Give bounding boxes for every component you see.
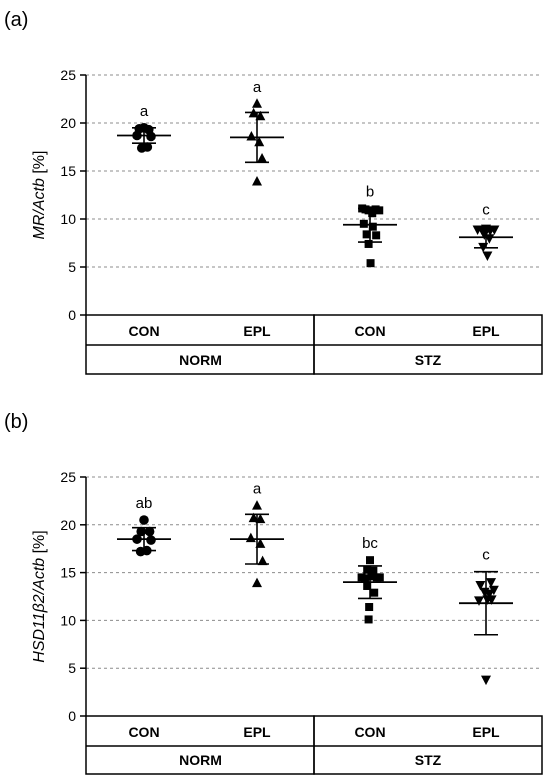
data-point (139, 515, 149, 525)
panel-label: (b) (4, 411, 28, 433)
series-stz-epl: c (459, 202, 513, 261)
category-label: CON (354, 724, 385, 740)
data-point (486, 578, 497, 588)
data-point (486, 595, 497, 605)
data-point (255, 110, 266, 121)
data-point (364, 239, 373, 248)
group-label: NORM (179, 752, 222, 768)
data-point (252, 98, 262, 108)
data-point (366, 259, 375, 268)
data-point (363, 581, 372, 590)
data-point (252, 577, 262, 588)
y-tick-label: 25 (60, 67, 76, 83)
data-point (375, 206, 384, 215)
y-tick-label: 5 (68, 660, 76, 676)
data-point (367, 572, 376, 581)
y-tick-label: 15 (60, 565, 76, 581)
data-point (252, 500, 262, 510)
significance-label: ab (136, 495, 153, 512)
data-point (146, 131, 156, 142)
group-label: STZ (415, 752, 442, 768)
category-label: CON (354, 323, 385, 339)
data-point (252, 176, 262, 186)
series-norm-epl: a (230, 481, 284, 588)
category-label: EPL (472, 724, 500, 740)
y-axis-label: MR/Actb [%] (31, 151, 48, 240)
panel-label: (a) (4, 9, 28, 31)
significance-label: a (140, 103, 149, 120)
data-point (488, 585, 499, 596)
data-point (359, 219, 368, 228)
y-axis-label: HSD11β2/Actb [%] (31, 530, 48, 662)
data-point (375, 573, 384, 582)
data-point (245, 532, 256, 543)
significance-label: a (253, 79, 262, 96)
y-tick-label: 25 (60, 469, 76, 485)
data-point (246, 130, 257, 141)
significance-label: c (482, 202, 490, 219)
category-label: CON (128, 724, 159, 740)
category-label: EPL (243, 724, 271, 740)
y-axis-label-unit: [%] (31, 530, 48, 558)
data-point (362, 230, 371, 239)
series-stz-con: bc (343, 535, 397, 624)
series-norm-epl: a (230, 79, 284, 186)
y-tick-label: 10 (60, 612, 76, 628)
data-point (360, 574, 369, 583)
category-label: CON (128, 323, 159, 339)
data-point (257, 153, 268, 163)
data-point (255, 538, 266, 548)
data-point (484, 589, 495, 600)
data-point (364, 615, 373, 624)
group-label: STZ (415, 352, 442, 368)
data-point (368, 222, 377, 231)
series-norm-con: a (117, 103, 171, 153)
y-axis-label-unit: [%] (31, 151, 48, 179)
y-tick-label: 15 (60, 163, 76, 179)
group-label: NORM (179, 352, 222, 368)
data-point (255, 513, 266, 524)
y-tick-label: 5 (68, 259, 76, 275)
data-point (144, 526, 155, 537)
data-point (142, 142, 153, 152)
y-tick-label: 0 (68, 708, 76, 724)
series-stz-epl: c (459, 547, 513, 686)
data-point (248, 512, 259, 523)
significance-label: b (366, 183, 374, 200)
data-point (365, 603, 374, 612)
data-point (479, 230, 490, 240)
data-point (370, 588, 379, 597)
data-point (146, 535, 156, 545)
category-label: EPL (243, 323, 271, 339)
data-point (369, 566, 378, 575)
data-point (489, 225, 500, 236)
data-point (474, 596, 484, 606)
data-point (481, 675, 491, 686)
series-stz-con: b (343, 183, 397, 268)
y-tick-label: 20 (60, 517, 76, 533)
significance-label: c (482, 547, 490, 564)
y-axis-label-name: MR/Actb (31, 178, 48, 239)
data-point (372, 231, 381, 240)
group-box-stz (313, 715, 543, 775)
data-point (257, 555, 268, 566)
series-norm-con: ab (117, 495, 171, 557)
category-label: EPL (472, 323, 500, 339)
panel-b: (b) 0 5 10 15 20 25 HSD11β2/Actb [%] CON EPL CON EP… (4, 411, 543, 775)
y-tick-label: 10 (60, 211, 76, 227)
y-axis-label-name: HSD11β2/Actb (31, 558, 48, 663)
y-tick-label: 0 (68, 307, 76, 323)
significance-label: a (253, 481, 262, 498)
panel-a: (a) 0 5 10 15 20 25 MR/Actb [%] CON EPL CON EPL NORM… (4, 9, 543, 375)
data-point (475, 581, 486, 591)
data-point (363, 565, 372, 574)
significance-label: bc (362, 535, 378, 552)
data-point (482, 251, 493, 261)
data-point (366, 556, 374, 565)
y-tick-label: 20 (60, 115, 76, 131)
